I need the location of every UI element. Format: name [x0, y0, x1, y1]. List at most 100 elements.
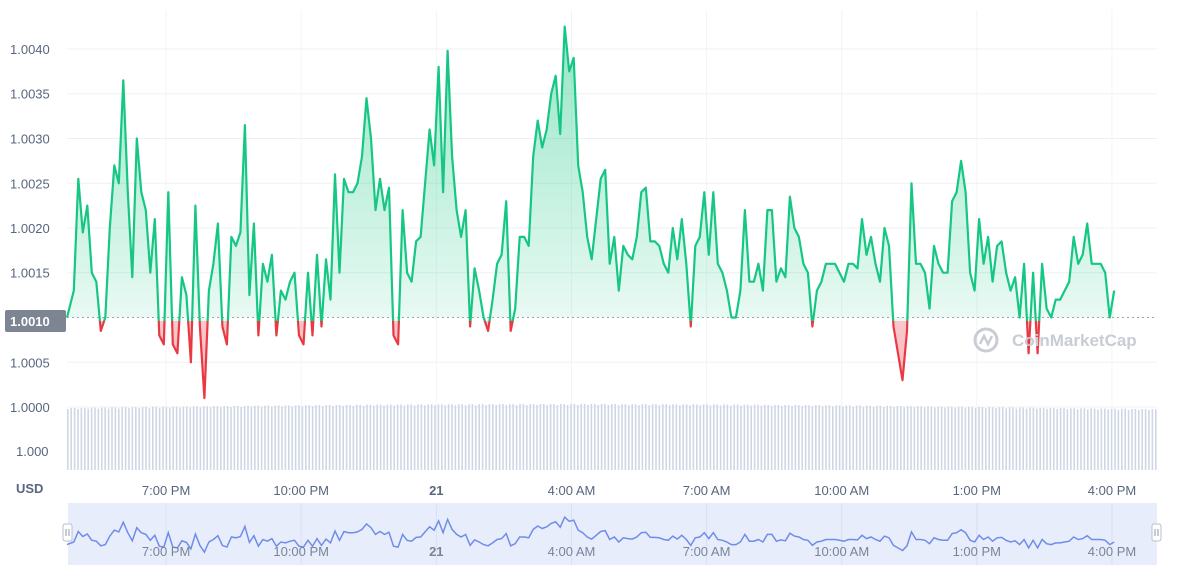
volume-bar	[1059, 408, 1062, 470]
volume-bar	[281, 406, 283, 470]
volume-bar	[781, 405, 783, 470]
volume-bar	[131, 407, 134, 470]
volume-bar	[546, 405, 548, 470]
volume-bar	[114, 407, 117, 470]
volume-bar	[740, 405, 742, 470]
volume-bar	[798, 405, 800, 470]
baseline-badge-label: 1.0010	[10, 314, 50, 329]
volume-bar	[900, 406, 902, 470]
volume-bar	[179, 407, 181, 470]
volume-bar	[573, 404, 576, 470]
volume-bar	[934, 407, 936, 470]
volume-bar	[549, 404, 552, 470]
volume-bar	[328, 405, 331, 470]
volume-bar	[169, 407, 171, 470]
x-tick-label: 1:00 PM	[953, 483, 1001, 498]
volume-bar	[560, 404, 562, 470]
volume-bar	[750, 405, 752, 470]
volume-bar	[356, 404, 358, 470]
watermark-logo-icon	[973, 327, 999, 353]
volume-bar	[998, 407, 1001, 470]
volume-bar	[706, 404, 708, 470]
volume-bar	[220, 407, 222, 470]
volume-bar	[254, 405, 256, 470]
volume-bar	[352, 405, 355, 470]
volume-bar	[675, 404, 678, 470]
line-above-baseline	[65, 25, 1116, 321]
volume-bar	[526, 405, 528, 470]
volume-bar	[767, 404, 769, 470]
navigator-right-handle[interactable]	[1151, 523, 1162, 542]
volume-bar	[1155, 409, 1157, 470]
volume-bar	[852, 406, 854, 470]
volume-bar	[1019, 407, 1021, 470]
volume-bar	[821, 406, 824, 470]
range-navigator[interactable]: 7:00 PM 10:00 PM 21 4:00 AM 7:00 AM 10:00 AM 1…	[62, 503, 1162, 565]
volume-bar	[638, 405, 640, 470]
volume-bar	[903, 407, 905, 470]
volume-bar	[1036, 408, 1038, 470]
volume-bar	[1005, 408, 1007, 470]
volume-bar	[162, 406, 164, 470]
volume-bar	[311, 406, 314, 470]
volume-bar	[288, 405, 290, 470]
y-tick-label: 1.0040	[10, 42, 50, 57]
navigator-tick-label: 7:00 AM	[683, 544, 731, 559]
volume-bar	[135, 407, 137, 470]
volume-bar	[692, 404, 695, 470]
volume-bar	[801, 406, 803, 470]
volume-bar	[713, 404, 715, 470]
volume-bar	[689, 405, 691, 470]
volume-bar	[369, 404, 372, 470]
volume-bar	[1053, 407, 1055, 470]
volume-bar	[849, 405, 851, 470]
volume-bar	[260, 406, 263, 470]
navigator-left-handle[interactable]	[62, 523, 73, 542]
navigator-tick-label: 4:00 PM	[1088, 544, 1136, 559]
volume-bar	[359, 404, 361, 470]
volume-bar	[940, 406, 943, 470]
volume-bar	[512, 404, 514, 470]
volume-bar	[121, 407, 123, 470]
volume-bar	[209, 407, 212, 470]
volume-bar	[203, 406, 205, 470]
volume-bar	[1083, 408, 1086, 470]
volume-bar	[543, 404, 545, 470]
y-axis: 1.0040 1.0035 1.0030 1.0025 1.0020 1.0015 1.00…	[10, 42, 50, 415]
volume-bar	[410, 404, 412, 470]
volume-bar	[90, 407, 93, 470]
volume-bar	[957, 406, 960, 470]
volume-bar	[607, 405, 610, 470]
volume-bar	[590, 404, 593, 470]
volume-bar	[617, 405, 620, 470]
volume-bar	[107, 408, 110, 470]
volume-bar	[291, 406, 293, 470]
volume-bar	[424, 405, 426, 470]
volume-bar	[158, 407, 161, 470]
volume-bar	[124, 407, 127, 470]
volume-bar	[685, 404, 688, 470]
volume-bar	[1008, 407, 1011, 470]
volume-bar	[1090, 408, 1092, 470]
volume-bar	[271, 406, 273, 470]
volume-bar	[1151, 409, 1154, 470]
volume-bar	[1025, 408, 1028, 470]
volume-bar	[859, 405, 861, 470]
volume-bar	[726, 404, 729, 470]
y-tick-label: 1.0005	[10, 355, 50, 370]
volume-bar	[192, 406, 195, 470]
volume-bar	[223, 406, 225, 470]
volume-bar	[668, 405, 671, 470]
y-tick-label: 1.0000	[10, 400, 50, 415]
volume-bar	[784, 405, 786, 470]
volume-bar	[1138, 410, 1140, 470]
volume-bar	[322, 406, 324, 470]
volume-bar	[1042, 407, 1045, 470]
volume-bar	[951, 406, 953, 470]
volume-bar	[702, 404, 705, 470]
volume-bar	[923, 407, 926, 470]
navigator-tick-label: 4:00 AM	[548, 544, 596, 559]
volume-bar	[230, 407, 232, 470]
volume-bar	[400, 404, 402, 470]
